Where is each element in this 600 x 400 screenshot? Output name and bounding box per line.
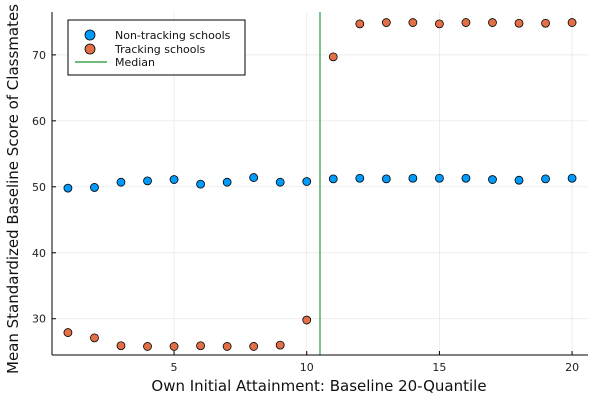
point-non-tracking-schools-17 xyxy=(488,175,497,184)
point-tracking-schools-17 xyxy=(488,18,497,27)
point-non-tracking-schools-12 xyxy=(355,173,365,183)
point-tracking-schools-16 xyxy=(461,18,471,27)
point-non-tracking-schools-16 xyxy=(461,173,471,183)
point-non-tracking-schools-14 xyxy=(408,173,418,183)
point-non-tracking-schools-8 xyxy=(249,173,259,182)
x-tick-label-20: 20 xyxy=(565,361,579,374)
x-tick-label-5: 5 xyxy=(171,361,178,374)
point-tracking-schools-2 xyxy=(90,333,99,343)
point-non-tracking-schools-20 xyxy=(567,173,577,183)
point-tracking-schools-10 xyxy=(302,315,312,325)
y-axis-title: Mean Standardized Baseline Score of Clas… xyxy=(4,4,22,374)
point-tracking-schools-3 xyxy=(116,341,126,351)
point-non-tracking-schools-18 xyxy=(514,175,524,185)
point-non-tracking-schools-1 xyxy=(63,183,73,193)
legend-box xyxy=(67,19,246,76)
point-tracking-schools-5 xyxy=(169,342,179,351)
point-non-tracking-schools-11 xyxy=(328,174,338,184)
axes xyxy=(51,12,588,356)
point-non-tracking-schools-2 xyxy=(90,183,99,192)
point-non-tracking-schools-13 xyxy=(381,174,391,184)
x-ticks: 5 10 15 20 xyxy=(171,351,579,374)
point-tracking-schools-19 xyxy=(541,18,550,28)
legend-label-non-tracking: Non-tracking schools xyxy=(115,29,231,42)
data-points xyxy=(63,18,577,351)
point-non-tracking-schools-10 xyxy=(302,177,312,186)
legend-label-tracking: Tracking schools xyxy=(114,43,206,56)
point-tracking-schools-8 xyxy=(249,342,259,351)
point-non-tracking-schools-6 xyxy=(196,179,205,189)
point-tracking-schools-9 xyxy=(275,340,285,350)
y-tick-label-70: 70 xyxy=(32,49,46,62)
point-non-tracking-schools-19 xyxy=(541,174,550,184)
point-tracking-schools-20 xyxy=(567,18,577,27)
x-axis-title: Own Initial Attainment: Baseline 20-Quan… xyxy=(151,377,486,395)
point-tracking-schools-11 xyxy=(328,52,338,62)
y-tick-label-30: 30 xyxy=(32,313,46,326)
point-non-tracking-schools-9 xyxy=(275,177,285,187)
y-tick-label-50: 50 xyxy=(32,181,46,194)
point-non-tracking-schools-4 xyxy=(143,176,152,186)
y-tick-label-40: 40 xyxy=(32,247,46,260)
point-tracking-schools-14 xyxy=(408,18,418,27)
y-ticks: 30 40 50 60 70 xyxy=(32,49,56,326)
point-tracking-schools-18 xyxy=(514,18,524,28)
legend-marker-non-tracking xyxy=(84,29,96,41)
point-non-tracking-schools-7 xyxy=(222,177,232,187)
x-tick-label-10: 10 xyxy=(300,361,314,374)
point-non-tracking-schools-15 xyxy=(435,173,444,183)
y-tick-label-60: 60 xyxy=(32,115,46,128)
x-tick-label-15: 15 xyxy=(432,361,446,374)
point-tracking-schools-15 xyxy=(435,19,444,29)
point-tracking-schools-1 xyxy=(63,328,73,337)
point-non-tracking-schools-3 xyxy=(116,177,126,187)
legend: Non-tracking schools Tracking schools Me… xyxy=(67,19,246,76)
legend-label-median: Median xyxy=(115,56,155,69)
point-tracking-schools-4 xyxy=(143,342,152,351)
legend-marker-tracking xyxy=(84,43,96,55)
point-tracking-schools-12 xyxy=(355,19,365,29)
point-non-tracking-schools-5 xyxy=(169,175,179,184)
point-tracking-schools-13 xyxy=(381,18,391,27)
point-tracking-schools-7 xyxy=(222,342,232,351)
point-tracking-schools-6 xyxy=(196,341,205,351)
